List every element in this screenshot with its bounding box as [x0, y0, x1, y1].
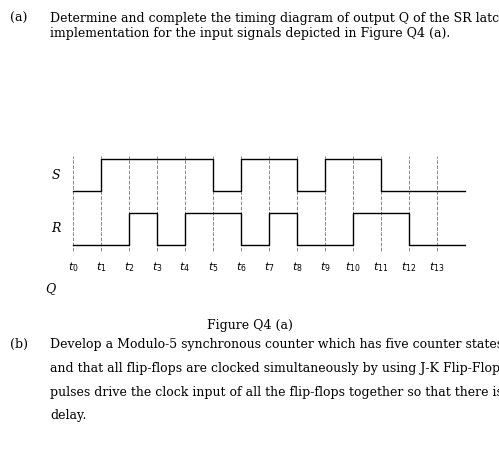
Text: $t_{12}$: $t_{12}$	[401, 261, 417, 274]
Text: $t_7$: $t_7$	[263, 261, 274, 274]
Text: (a): (a)	[10, 12, 27, 25]
Text: R: R	[51, 222, 61, 235]
Text: (b): (b)	[10, 338, 28, 351]
Text: delay.: delay.	[50, 409, 86, 422]
Text: pulses drive the clock input of all the flip-flops together so that there is no : pulses drive the clock input of all the …	[50, 386, 499, 398]
Text: $t_1$: $t_1$	[96, 261, 106, 274]
Text: $t_3$: $t_3$	[152, 261, 162, 274]
Text: $t_0$: $t_0$	[67, 261, 78, 274]
Text: $t_9$: $t_9$	[320, 261, 330, 274]
Text: Figure Q4 (a): Figure Q4 (a)	[207, 319, 292, 332]
Text: implementation for the input signals depicted in Figure Q4 (a).: implementation for the input signals dep…	[50, 27, 450, 40]
Text: $t_{11}$: $t_{11}$	[373, 261, 389, 274]
Text: $t_2$: $t_2$	[124, 261, 134, 274]
Text: $t_4$: $t_4$	[180, 261, 191, 274]
Text: $t_5$: $t_5$	[208, 261, 218, 274]
Text: $t_{13}$: $t_{13}$	[429, 261, 445, 274]
Text: $t_8$: $t_8$	[291, 261, 302, 274]
Text: Determine and complete the timing diagram of output Q of the SR latch using NAND: Determine and complete the timing diagra…	[50, 12, 499, 25]
Text: $t_{10}$: $t_{10}$	[345, 261, 361, 274]
Text: and that all flip-flops are clocked simultaneously by using J-K Flip-Flops. The : and that all flip-flops are clocked simu…	[50, 362, 499, 375]
Text: $t_6$: $t_6$	[236, 261, 247, 274]
Text: Q: Q	[45, 282, 55, 295]
Text: Develop a Modulo-5 synchronous counter which has five counter states (2 – 7 stat: Develop a Modulo-5 synchronous counter w…	[50, 338, 499, 351]
Text: S: S	[52, 169, 60, 182]
